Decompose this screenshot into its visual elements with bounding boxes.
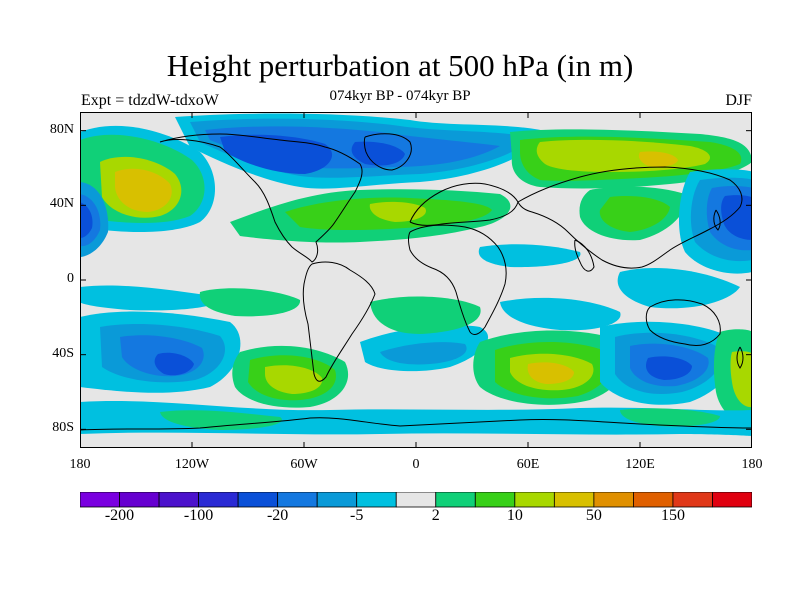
contour-region <box>160 410 282 430</box>
coastline-new-zealand <box>736 346 744 369</box>
coastline-south-america <box>302 261 376 382</box>
colorbar-swatch <box>633 492 674 508</box>
map-frame <box>79 112 753 448</box>
season-label: DJF <box>725 92 752 109</box>
colorbar-swatch <box>474 492 516 508</box>
coastlines <box>80 133 752 431</box>
colorbar-swatch <box>593 492 634 508</box>
lat-tick-label: 80S <box>52 420 74 436</box>
colorbar-label: 150 <box>660 507 685 524</box>
colorbar-swatch <box>237 492 279 508</box>
contour-region <box>638 151 678 167</box>
colorbar <box>80 492 752 508</box>
contour-region <box>599 196 670 232</box>
contour-region <box>527 362 574 384</box>
lon-tick-label: 120W <box>174 457 210 472</box>
colorbar-swatch <box>395 492 437 508</box>
coastline-asia <box>517 166 743 269</box>
colorbar-label: 2 <box>431 507 440 524</box>
contour-region <box>80 202 93 238</box>
contour-region <box>617 267 740 309</box>
colorbar-label: 10 <box>506 507 523 524</box>
colorbar-swatch <box>435 492 476 508</box>
contour-region <box>265 365 323 394</box>
contour-region <box>730 351 752 408</box>
lon-tick-label: 0 <box>412 457 420 472</box>
colorbar-swatch <box>316 492 358 508</box>
lon-tick-label: 60W <box>290 457 318 472</box>
colorbar-swatch <box>356 492 397 508</box>
colorbar-swatch <box>80 492 120 508</box>
colorbar-label: 50 <box>585 507 602 524</box>
coastline-north-america <box>159 133 363 263</box>
colorbar-label: -20 <box>266 507 289 524</box>
coastline-india <box>574 239 595 272</box>
lon-tick-label: 180 <box>741 457 763 472</box>
map-plot <box>79 112 753 448</box>
colorbar-swatch <box>712 492 752 508</box>
experiment-label: Expt = tdzdW-tdxoW <box>81 92 219 109</box>
colorbar-label: -5 <box>350 507 364 524</box>
chart-subtitle: 074kyr BP - 074kyr BP <box>329 88 471 104</box>
contour-region <box>645 356 692 380</box>
contour-region <box>220 134 333 174</box>
chart-title: Height perturbation at 500 hPa (in m) <box>166 48 634 83</box>
coastline-antarctica <box>80 417 752 431</box>
coastline-africa <box>408 224 507 335</box>
contour-region <box>80 285 221 311</box>
colorbar-swatch <box>672 492 713 508</box>
lat-tick-label: 0 <box>67 271 74 286</box>
coastline-australia <box>645 299 721 347</box>
colorbar-label: -100 <box>183 507 214 524</box>
lon-tick-label: 180 <box>69 457 91 472</box>
lat-tick-label: 40N <box>49 196 74 212</box>
contour-region <box>500 297 621 331</box>
colorbar-swatch <box>198 492 239 508</box>
lat-tick-label: 80N <box>49 121 74 137</box>
contour-region <box>199 288 301 317</box>
contour-region <box>154 352 194 376</box>
colorbar-label: -200 <box>104 507 135 524</box>
contour-region <box>80 432 752 448</box>
contour-region <box>478 244 581 268</box>
lat-tick-label: 40S <box>52 345 74 361</box>
colorbar-swatch <box>158 492 199 508</box>
contour-region <box>380 342 467 365</box>
coastline-japan <box>713 209 721 231</box>
contour-region <box>370 296 481 334</box>
colorbar-swatch <box>514 492 555 508</box>
lon-tick-label: 60E <box>516 457 540 472</box>
colorbar-swatch <box>553 492 595 508</box>
colorbar-swatch <box>277 492 318 508</box>
contour-region <box>721 195 752 240</box>
lon-tick-label: 120E <box>625 457 655 472</box>
colorbar-swatch <box>119 492 160 508</box>
contour-region <box>620 408 720 427</box>
coastline-greenland <box>363 133 412 171</box>
contour-region <box>115 168 172 212</box>
